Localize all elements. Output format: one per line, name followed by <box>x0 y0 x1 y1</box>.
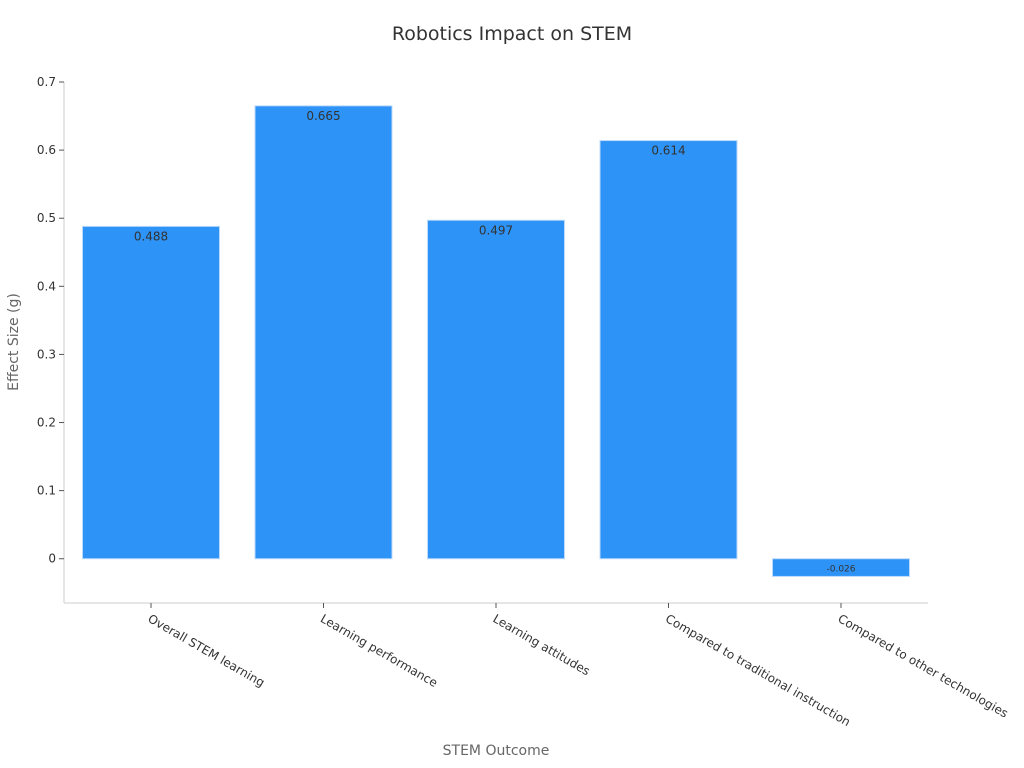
bar <box>599 140 738 560</box>
bar <box>254 105 393 560</box>
y-tick-label: 0.3 <box>37 347 56 361</box>
x-tick-label: Learning performance <box>318 611 440 690</box>
bar <box>427 219 565 560</box>
bar-data-label: 0.488 <box>134 229 168 243</box>
chart-title: Robotics Impact on STEM <box>392 23 632 45</box>
x-axis-ticks: Overall STEM learning Learning performanc… <box>146 603 1011 729</box>
y-tick-label: 0.5 <box>37 211 56 225</box>
y-tick-label: 0.7 <box>37 75 56 89</box>
bar-data-label: 0.497 <box>479 223 513 237</box>
y-tick-label: 0.6 <box>37 143 56 157</box>
x-tick-label: Learning attitudes <box>491 611 593 678</box>
y-tick-label: 0.2 <box>37 416 56 430</box>
y-tick-label: 0.4 <box>37 279 56 293</box>
bar <box>82 225 220 560</box>
bar-data-label: 0.614 <box>651 144 685 158</box>
bar-data-label: -0.026 <box>826 564 855 574</box>
x-tick-label: Overall STEM learning <box>146 611 268 689</box>
y-axis-ticks: 0 0.1 0.2 0.3 0.4 0.5 0.6 0.7 <box>37 75 64 566</box>
y-tick-label: 0 <box>48 552 56 566</box>
x-axis-title: STEM Outcome <box>443 743 550 759</box>
bar-data-labels: 0.488 0.665 0.497 0.614 -0.026 <box>134 109 856 575</box>
x-tick-label: Compared to other technologies <box>836 611 1011 720</box>
bars-group <box>82 105 910 577</box>
y-axis-title: Effect Size (g) <box>6 293 22 391</box>
bar-data-label: 0.665 <box>306 109 340 123</box>
y-tick-label: 0.1 <box>37 484 56 498</box>
x-tick-label: Compared to traditional instruction <box>663 611 853 729</box>
bar <box>772 558 910 577</box>
